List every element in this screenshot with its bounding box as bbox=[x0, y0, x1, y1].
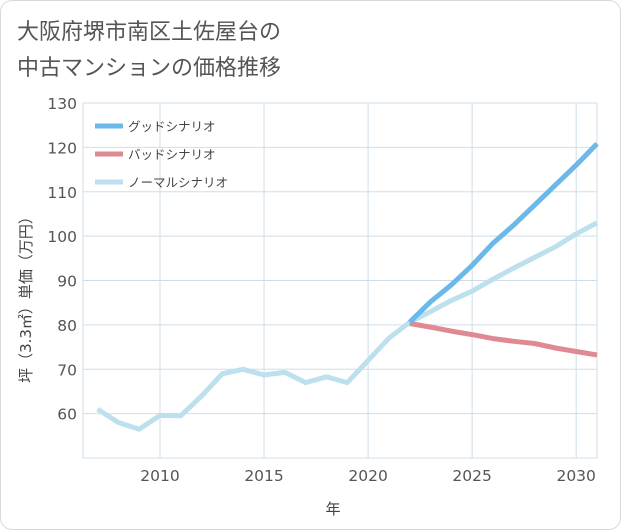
chart-title: 大阪府堺市南区土佐屋台の 中古マンションの価格推移 bbox=[17, 15, 281, 87]
y-tick-label: 110 bbox=[47, 184, 77, 202]
x-tick-label: 2020 bbox=[348, 467, 387, 485]
y-tick-label: 70 bbox=[57, 361, 77, 379]
x-tick-label: 2015 bbox=[244, 467, 283, 485]
x-tick-label: 2030 bbox=[556, 467, 595, 485]
y-tick-label: 120 bbox=[47, 139, 77, 157]
series-line-good bbox=[407, 142, 599, 324]
y-tick-label: 80 bbox=[57, 317, 77, 335]
grid bbox=[82, 102, 598, 459]
y-tick-label: 60 bbox=[57, 406, 77, 424]
legend-label: バッドシナリオ bbox=[128, 147, 216, 162]
series-lines bbox=[96, 142, 599, 432]
legend-label: ノーマルシナリオ bbox=[128, 175, 228, 190]
y-tick-label: 130 bbox=[47, 95, 77, 113]
x-tick-label: 2010 bbox=[140, 467, 179, 485]
y-axis-label: 坪（3.3㎡）単価（万円） bbox=[17, 209, 35, 383]
x-tick-label: 2025 bbox=[452, 467, 491, 485]
y-tick-label: 90 bbox=[57, 273, 77, 291]
series-line-bad bbox=[409, 321, 598, 358]
chart-title-line-2: 中古マンションの価格推移 bbox=[17, 56, 282, 81]
series-line-normal bbox=[96, 220, 599, 432]
x-axis-label: 年 bbox=[325, 500, 340, 518]
axes: 60 70 80 90 100 110 120 130 2010 2015 2020 2025 2030 bbox=[47, 95, 596, 485]
y-tick-label: 100 bbox=[47, 228, 77, 246]
legend-label: グッドシナリオ bbox=[128, 119, 216, 134]
chart-title-line-1: 大阪府堺市南区土佐屋台の bbox=[17, 20, 282, 45]
